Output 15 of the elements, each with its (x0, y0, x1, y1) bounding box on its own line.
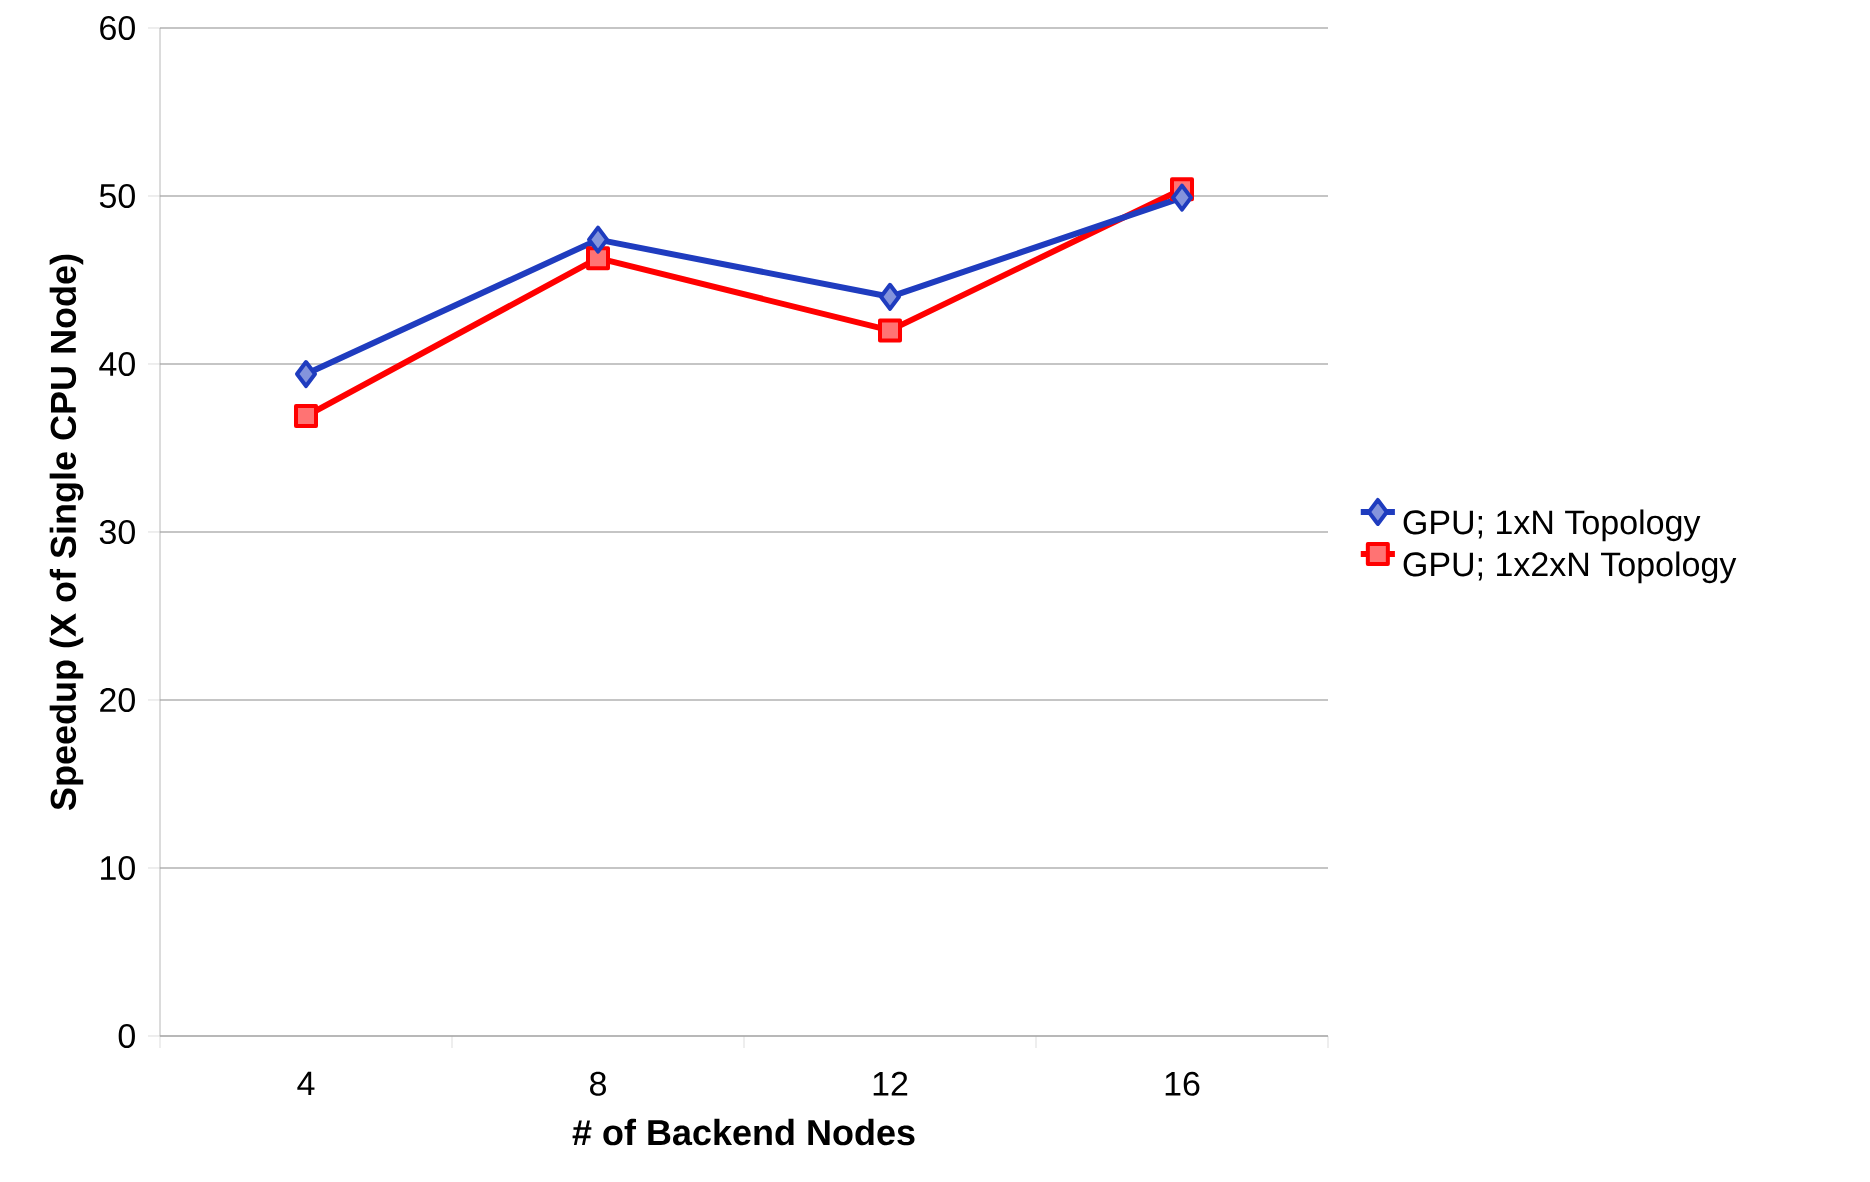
legend-label: GPU; 1x2xN Topology (1403, 551, 1737, 584)
x-tick-label: 16 (1165, 1071, 1200, 1096)
y-tick-label: 0 (118, 1023, 135, 1049)
x-tick-label: 8 (590, 1071, 606, 1096)
y-tick-label: 10 (101, 855, 135, 881)
y-axis-title: Speedup (X of Single CPU Node) (49, 254, 84, 810)
y-tick-label: 30 (99, 519, 135, 545)
legend-label: GPU; 1xN Topology (1403, 509, 1701, 542)
x-tick-label: 4 (297, 1071, 315, 1096)
y-tick-label: 50 (99, 183, 135, 209)
y-tick-label: 60 (100, 15, 135, 41)
y-tick-label: 40 (99, 351, 135, 377)
y-tick-label: 20 (100, 687, 135, 713)
x-tick-label: 12 (873, 1071, 908, 1096)
x-axis-title: # of Backend Nodes (572, 1118, 915, 1146)
